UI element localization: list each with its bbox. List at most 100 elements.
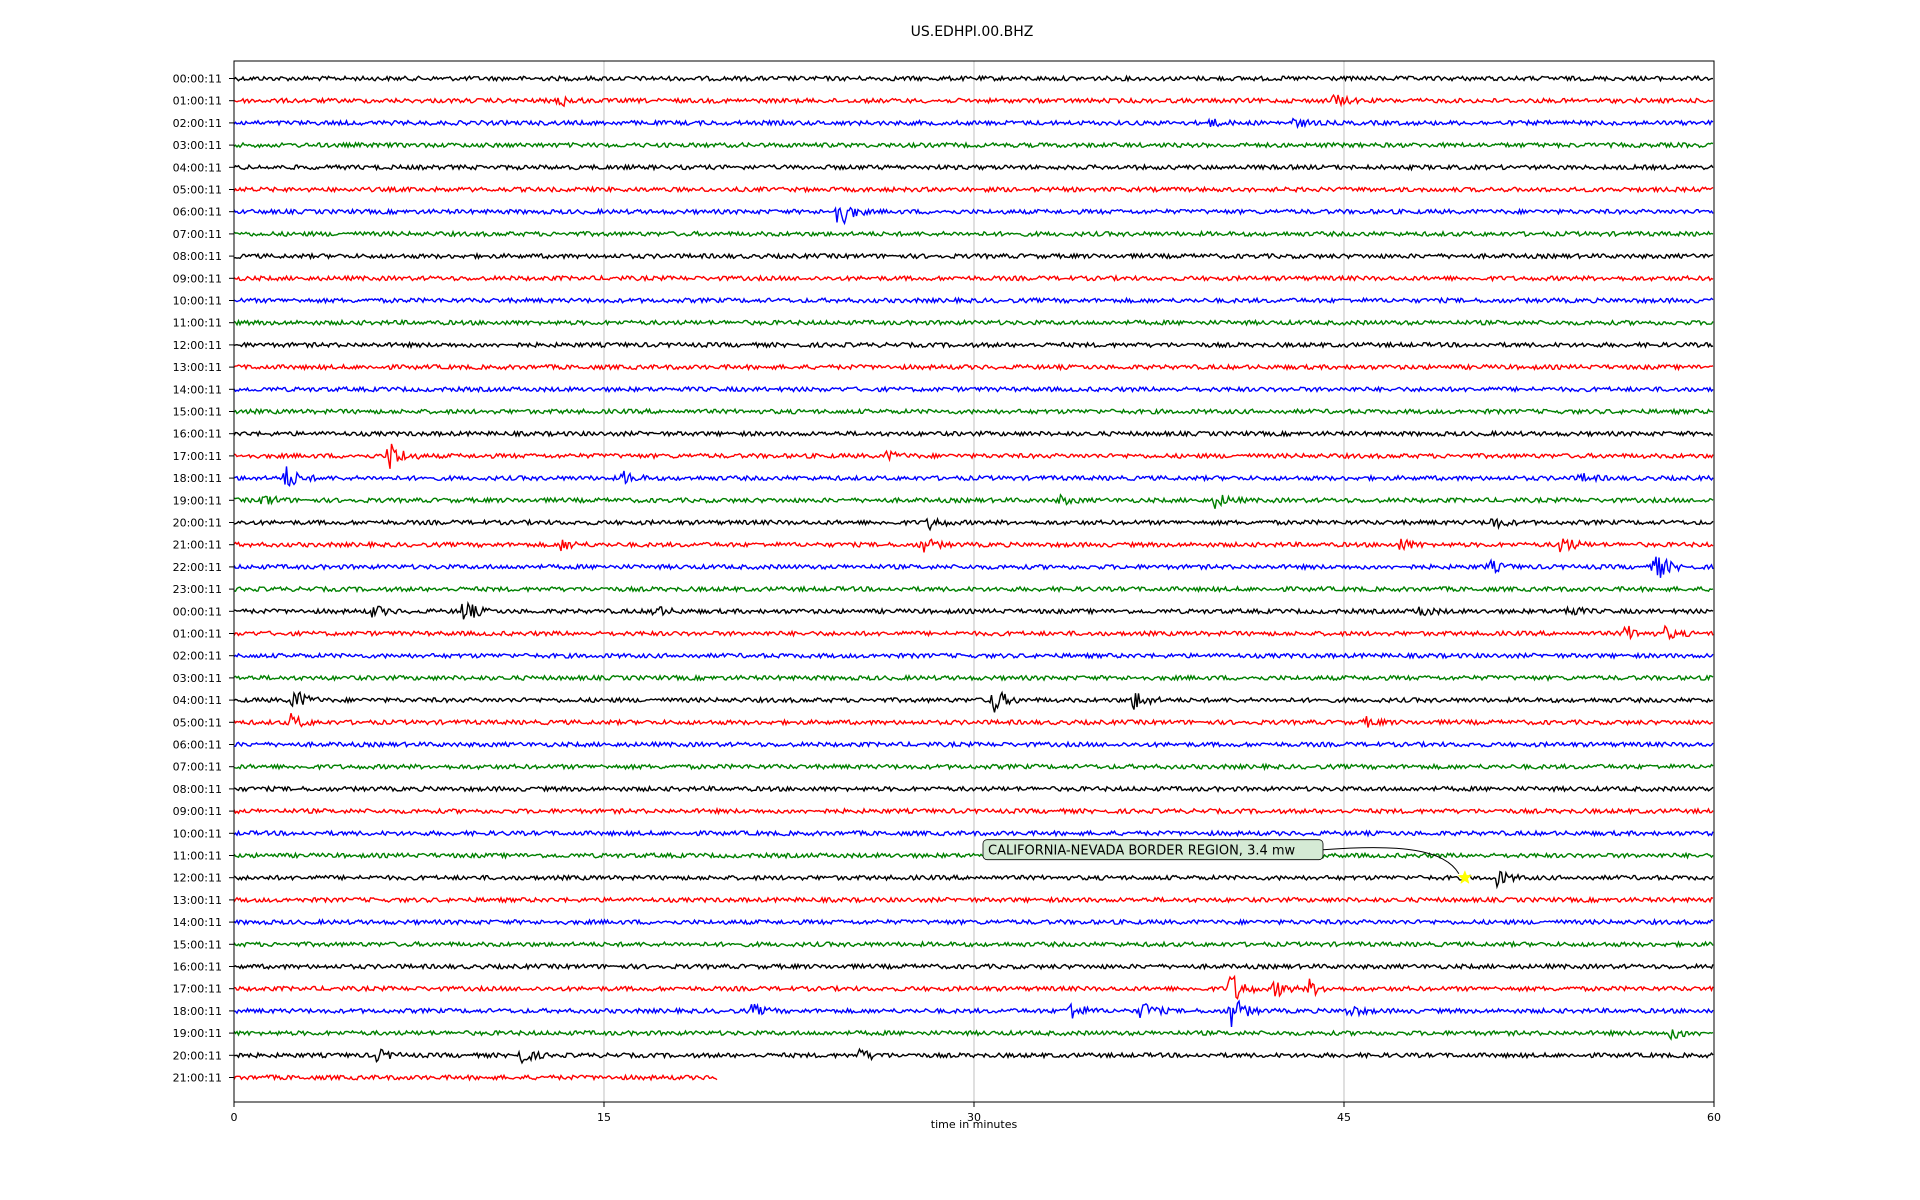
trace-row	[233, 600, 1714, 620]
row-label: 12:00:11	[173, 339, 222, 352]
row-label: 15:00:11	[173, 406, 222, 419]
trace-row	[233, 962, 1714, 971]
trace-row	[233, 829, 1714, 838]
trace-row	[233, 806, 1714, 816]
trace-row	[233, 556, 1714, 578]
row-label: 23:00:11	[173, 583, 222, 596]
row-label: 17:00:11	[173, 983, 222, 996]
row-label: 16:00:11	[173, 961, 222, 974]
trace-row	[233, 895, 1714, 905]
trace-row	[233, 296, 1714, 305]
row-label: 21:00:11	[173, 539, 222, 552]
row-label: 21:00:11	[173, 1072, 222, 1085]
grid-lines	[603, 61, 1345, 1102]
row-label: 01:00:11	[173, 628, 222, 641]
x-axis: 0 15 30 45 60	[231, 1102, 1721, 1124]
trace-row	[233, 1073, 718, 1082]
trace-row	[233, 493, 1714, 509]
trace-row	[233, 1028, 1714, 1041]
row-label: 11:00:11	[173, 317, 222, 330]
trace-row	[233, 74, 1713, 83]
row-label: 12:00:11	[173, 872, 222, 885]
row-label: 18:00:11	[173, 472, 222, 485]
event-annotation: CALIFORNIA-NEVADA BORDER REGION, 3.4 mw	[982, 839, 1473, 884]
trace-row	[233, 141, 1714, 150]
trace-row	[233, 429, 1714, 438]
trace-row	[233, 274, 1714, 283]
x-axis-label: time in minutes	[931, 1118, 1018, 1131]
event-star-marker	[1457, 869, 1473, 884]
trace-row	[233, 585, 1714, 594]
row-label: 07:00:11	[173, 761, 222, 774]
row-label: 22:00:11	[173, 561, 222, 574]
row-label: 10:00:11	[173, 295, 222, 308]
row-label: 01:00:11	[173, 95, 222, 108]
row-label: 02:00:11	[173, 117, 222, 130]
trace-row	[233, 93, 1714, 108]
trace-row	[233, 1047, 1714, 1065]
trace-row	[233, 624, 1714, 641]
row-label: 13:00:11	[173, 361, 222, 374]
row-label: 14:00:11	[173, 916, 222, 929]
row-label: 19:00:11	[173, 494, 222, 507]
trace-row	[233, 762, 1714, 772]
trace-row	[233, 516, 1714, 532]
trace-row	[233, 851, 1714, 860]
row-label: 03:00:11	[173, 672, 222, 685]
row-label: 16:00:11	[173, 428, 222, 441]
row-label: 05:00:11	[173, 716, 222, 729]
row-label: 20:00:11	[173, 1049, 222, 1062]
row-label: 05:00:11	[173, 184, 222, 197]
row-label: 08:00:11	[173, 783, 222, 796]
row-label: 13:00:11	[173, 894, 222, 907]
trace-row	[233, 870, 1714, 890]
trace-row	[233, 318, 1714, 327]
trace-row	[233, 385, 1714, 394]
row-label: 15:00:11	[173, 938, 222, 951]
row-label: 14:00:11	[173, 383, 222, 396]
row-label: 06:00:11	[173, 206, 222, 219]
row-label: 03:00:11	[173, 139, 222, 152]
annotation-box	[982, 839, 1324, 861]
row-label: 17:00:11	[173, 450, 222, 463]
x-tick-label: 45	[1337, 1111, 1351, 1124]
trace-row	[234, 740, 1714, 749]
row-label: 08:00:11	[173, 250, 222, 263]
row-label: 04:00:11	[173, 161, 222, 174]
row-label: 19:00:11	[173, 1027, 222, 1040]
row-label: 07:00:11	[173, 228, 222, 241]
trace-row	[233, 690, 1714, 713]
trace-row	[233, 466, 1714, 487]
trace-row	[233, 117, 1714, 130]
x-tick-label: 30	[967, 1111, 981, 1124]
plot-frame	[233, 60, 1715, 1103]
trace-row	[233, 407, 1714, 416]
trace-row	[233, 443, 1714, 469]
annotation-arrow	[1322, 847, 1460, 874]
row-label: 09:00:11	[173, 805, 222, 818]
row-label: 10:00:11	[173, 827, 222, 840]
row-label: 00:00:11	[173, 73, 222, 86]
chart-title: US.EDHPI.00.BHZ	[911, 24, 1034, 40]
row-label: 02:00:11	[173, 650, 222, 663]
trace-row	[233, 713, 1714, 728]
trace-row	[233, 999, 1714, 1027]
trace-row	[233, 974, 1714, 1000]
row-label: 18:00:11	[173, 1005, 222, 1018]
row-label: 04:00:11	[173, 694, 222, 707]
row-label: 06:00:11	[173, 739, 222, 752]
trace-row	[233, 206, 1714, 226]
row-labels: 00:00:11 01:00:11 02:00:11 03:00:11 04:00:11…	[173, 73, 234, 1085]
trace-row	[233, 651, 1714, 660]
annotation-label: CALIFORNIA-NEVADA BORDER REGION, 3.4 mw	[988, 844, 1296, 859]
traces	[233, 74, 1714, 1082]
trace-row	[233, 538, 1714, 553]
trace-row	[233, 251, 1714, 261]
trace-row	[233, 229, 1714, 238]
trace-row	[233, 940, 1714, 949]
trace-row	[233, 917, 1714, 927]
trace-row	[233, 163, 1714, 172]
row-label: 09:00:11	[173, 272, 222, 285]
trace-row	[233, 784, 1714, 793]
